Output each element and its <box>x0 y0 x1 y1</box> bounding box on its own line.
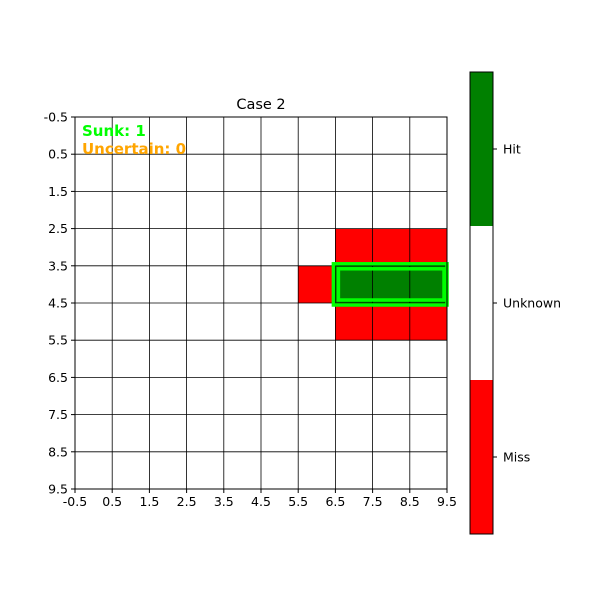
x-tick-label: 2.5 <box>177 494 197 509</box>
x-tick-label: 6.5 <box>325 494 345 509</box>
colorbar-label: Miss <box>503 450 530 465</box>
sunk-ship-inner-outline <box>336 267 446 302</box>
cell-miss <box>409 303 447 341</box>
y-tick-label: 5.5 <box>48 333 68 348</box>
x-tick-label: 1.5 <box>139 494 159 509</box>
cell-miss <box>335 303 373 341</box>
y-tick-label: 8.5 <box>48 444 68 459</box>
x-tick-label: 0.5 <box>102 494 122 509</box>
x-tick-label: 9.5 <box>437 494 457 509</box>
y-tick-label: 0.5 <box>48 147 68 162</box>
colorbar-segment <box>470 226 493 380</box>
y-tick-label: 9.5 <box>48 482 68 497</box>
sunk-annotation: Sunk: 1 <box>82 122 146 140</box>
y-tick-label: 2.5 <box>48 221 68 236</box>
y-tick-label: 1.5 <box>48 184 68 199</box>
colorbar-label: Hit <box>503 142 521 157</box>
cell-hit <box>372 265 410 303</box>
colorbar: Hit Unknown Miss <box>469 71 561 535</box>
y-tick-label: 6.5 <box>48 370 68 385</box>
uncertain-annotation: Uncertain: 0 <box>82 140 186 158</box>
x-tick-label: 3.5 <box>214 494 234 509</box>
x-tick-label: 4.5 <box>251 494 271 509</box>
x-tick-label: -0.5 <box>63 494 87 509</box>
cell-miss <box>298 265 336 303</box>
cell-miss <box>409 228 447 266</box>
colorbar-segment <box>470 380 493 534</box>
cell-miss <box>372 303 410 341</box>
plot-area: -0.5 0.5 1.5 2.5 3.5 4.5 5.5 6.5 7.5 8.5 9.5-0.50.… <box>44 110 457 510</box>
x-tick-label: 5.5 <box>288 494 308 509</box>
x-tick-label: 8.5 <box>400 494 420 509</box>
y-tick-label: 3.5 <box>48 258 68 273</box>
chart-title: Case 2 <box>236 97 285 113</box>
y-tick-label: 7.5 <box>48 407 68 422</box>
cell-hit <box>409 265 447 303</box>
y-tick-label: 4.5 <box>48 296 68 311</box>
colorbar-label: Unknown <box>503 296 561 311</box>
colorbar-segment <box>470 72 493 226</box>
cell-miss <box>335 228 373 266</box>
cell-hit <box>335 265 373 303</box>
x-tick-label: 7.5 <box>363 494 383 509</box>
y-tick-label: -0.5 <box>44 110 68 125</box>
cell-miss <box>372 228 410 266</box>
